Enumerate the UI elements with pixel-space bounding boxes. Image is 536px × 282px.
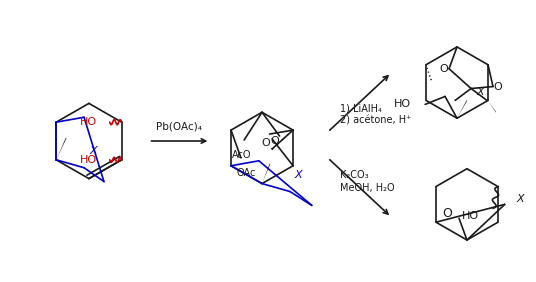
Text: O: O [440, 64, 449, 74]
Text: X: X [517, 194, 524, 204]
Polygon shape [488, 100, 496, 113]
Text: O: O [262, 138, 271, 148]
Text: Pb(OAc)₄: Pb(OAc)₄ [157, 121, 203, 131]
Text: HO: HO [80, 155, 97, 165]
Text: 1) LiAlH₄: 1) LiAlH₄ [340, 103, 382, 113]
Polygon shape [262, 164, 270, 184]
Text: HO: HO [80, 117, 97, 127]
Text: O: O [494, 81, 502, 92]
Text: HO: HO [462, 211, 479, 221]
Text: O: O [270, 136, 279, 146]
Text: X: X [89, 146, 96, 156]
Text: K₂CO₃: K₂CO₃ [340, 170, 368, 180]
Polygon shape [457, 100, 467, 118]
Text: O: O [442, 207, 452, 220]
Text: AcO: AcO [233, 150, 252, 160]
Text: HO: HO [394, 99, 411, 109]
Text: OAc: OAc [236, 168, 256, 178]
Polygon shape [56, 138, 66, 160]
Text: X: X [477, 87, 485, 98]
Text: MeOH, H₂O: MeOH, H₂O [340, 182, 394, 193]
Text: X: X [295, 169, 302, 180]
Text: 2) acétone, H⁺: 2) acétone, H⁺ [340, 115, 411, 125]
